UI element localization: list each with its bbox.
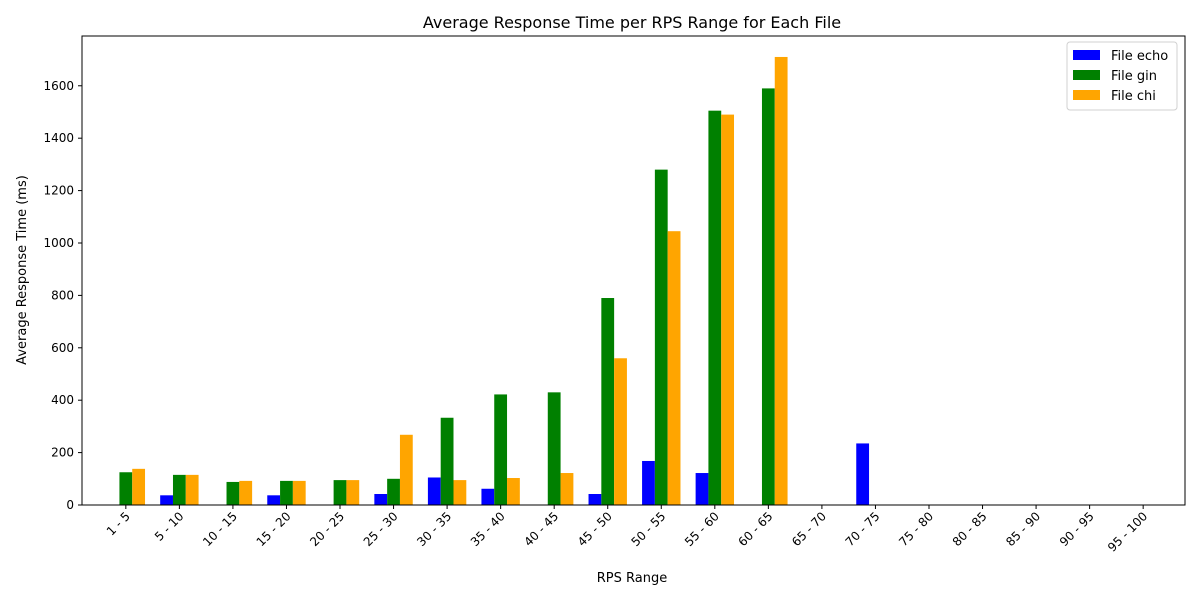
- x-tick-label: 15 - 20: [254, 509, 294, 549]
- x-tick-label: 90 - 95: [1057, 509, 1097, 549]
- x-axis-label: RPS Range: [597, 571, 667, 586]
- legend-label: File gin: [1111, 69, 1157, 84]
- bar-file-echo: [267, 495, 281, 505]
- bar-file-chi: [560, 473, 574, 505]
- y-tick-label: 200: [51, 446, 74, 460]
- x-tick-label: 25 - 30: [361, 509, 401, 549]
- x-tick-label: 85 - 90: [1003, 509, 1043, 549]
- legend-swatch: [1073, 50, 1100, 60]
- x-tick-label: 95 - 100: [1105, 509, 1150, 554]
- x-tick-label: 30 - 35: [414, 509, 454, 549]
- bar-file-chi: [453, 480, 467, 505]
- x-tick-label: 50 - 55: [628, 509, 668, 549]
- x-tick-label: 20 - 25: [307, 509, 347, 549]
- x-tick-label: 1 - 5: [104, 509, 133, 538]
- bar-file-gin: [440, 417, 454, 505]
- y-axis-label: Average Response Time (ms): [15, 175, 30, 365]
- y-tick-label: 1400: [43, 131, 74, 145]
- legend: File echo File gin File chi: [1066, 41, 1178, 111]
- y-tick-label: 1000: [43, 236, 74, 250]
- x-tick-label: 60 - 65: [736, 509, 776, 549]
- x-tick-label: 80 - 85: [950, 509, 990, 549]
- y-tick-label: 800: [51, 288, 74, 302]
- bar-file-gin: [333, 480, 347, 505]
- x-tick-label: 70 - 75: [843, 509, 883, 549]
- y-axis-ticks: 0 200 400 600 800 1000 1200 1400 1600: [43, 79, 82, 512]
- bar-file-chi: [774, 56, 788, 506]
- bar-file-echo: [695, 473, 709, 505]
- x-tick-label: 5 - 10: [152, 509, 187, 544]
- x-tick-label: 55 - 60: [682, 509, 722, 549]
- bar-file-gin: [226, 481, 240, 505]
- x-axis-ticks: 1 - 5 5 - 10 10 - 15 15 - 20 20 - 25 25 - 30 3…: [104, 505, 1150, 555]
- bar-file-chi: [667, 231, 681, 505]
- bar-file-echo: [160, 495, 173, 505]
- bar-file-gin: [172, 474, 186, 505]
- bar-file-gin: [494, 394, 508, 505]
- bar-file-chi: [399, 434, 413, 505]
- bar-file-echo: [481, 488, 495, 505]
- bar-file-gin: [280, 480, 293, 505]
- bar-file-echo: [856, 443, 870, 505]
- bar-file-chi: [721, 114, 735, 505]
- bar-file-chi: [132, 468, 146, 505]
- legend-label: File chi: [1111, 89, 1156, 104]
- chart-title: Average Response Time per RPS Range for …: [423, 13, 841, 32]
- bar-file-gin: [387, 478, 400, 505]
- bar-file-gin: [119, 472, 133, 505]
- legend-swatch: [1073, 90, 1100, 100]
- x-tick-label: 35 - 40: [468, 509, 508, 549]
- axes-frame: [81, 35, 1186, 506]
- y-tick-label: 0: [66, 498, 74, 512]
- y-tick-label: 400: [51, 393, 74, 407]
- x-tick-label: 40 - 45: [521, 509, 561, 549]
- y-tick-label: 600: [51, 341, 74, 355]
- bar-file-gin: [761, 88, 775, 506]
- x-tick-label: 65 - 70: [789, 509, 829, 549]
- bar-file-chi: [239, 480, 253, 505]
- legend-swatch: [1073, 70, 1100, 80]
- bar-file-echo: [374, 494, 388, 505]
- bar-file-gin: [708, 110, 722, 506]
- bar-file-chi: [614, 358, 627, 505]
- bar-file-chi: [185, 474, 199, 505]
- y-tick-label: 1200: [43, 184, 74, 198]
- bar-file-chi: [292, 480, 306, 505]
- bars-group: [119, 56, 870, 506]
- bar-file-chi: [507, 478, 520, 505]
- bar-file-gin: [547, 392, 561, 505]
- bar-file-gin: [601, 298, 615, 505]
- bar-file-echo: [427, 477, 441, 505]
- x-tick-label: 10 - 15: [200, 509, 240, 549]
- bar-file-echo: [642, 460, 655, 505]
- bar-file-gin: [654, 169, 668, 505]
- bar-file-chi: [346, 480, 360, 505]
- bar-file-echo: [588, 494, 602, 505]
- x-tick-label: 45 - 50: [575, 509, 615, 549]
- legend-label: File echo: [1111, 49, 1168, 64]
- y-tick-label: 1600: [43, 79, 74, 93]
- x-tick-label: 75 - 80: [896, 509, 936, 549]
